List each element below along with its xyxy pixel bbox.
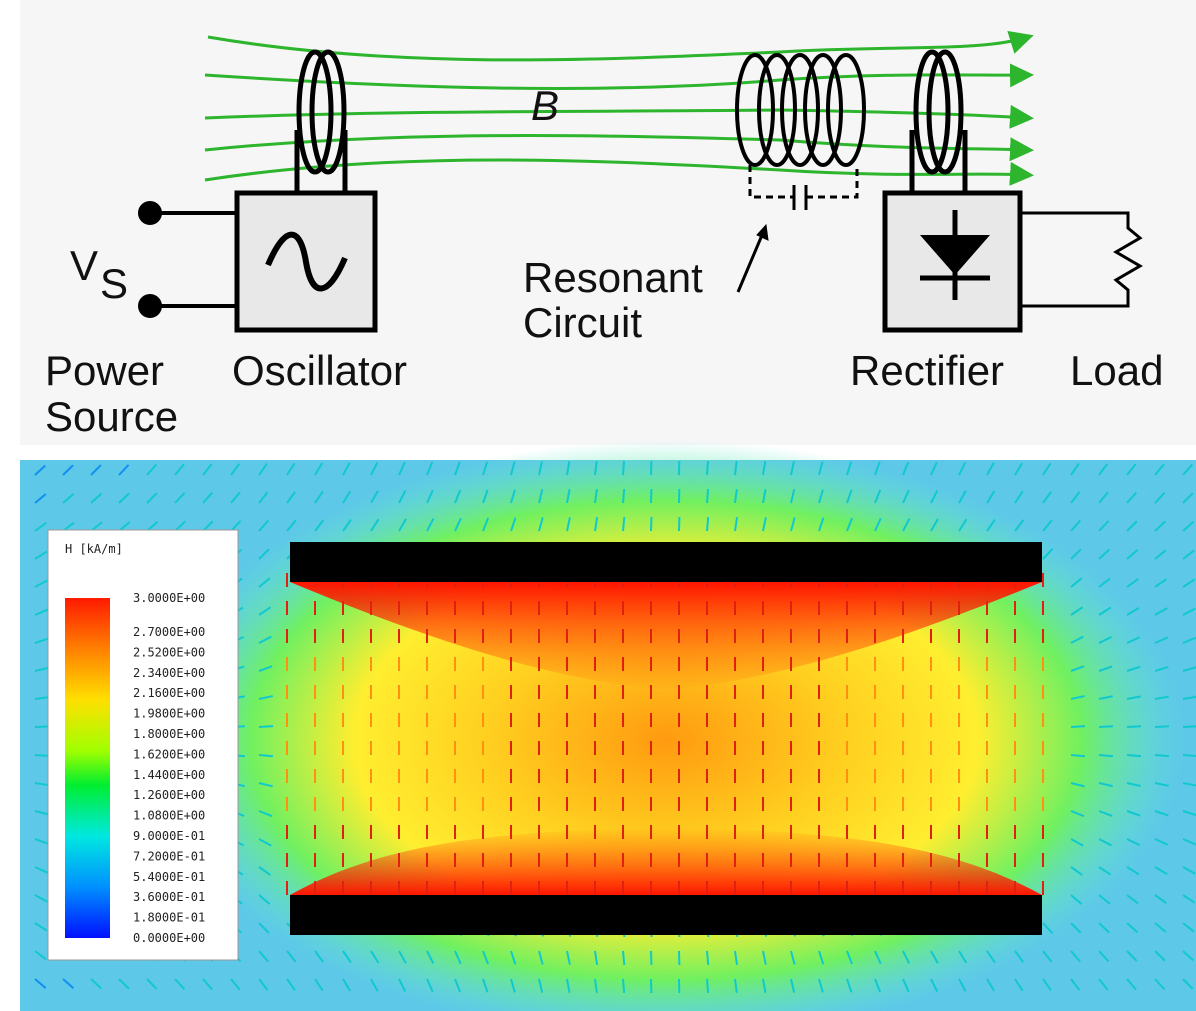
- oscillator-label: Oscillator: [232, 347, 407, 394]
- field-arrow: [623, 461, 624, 475]
- legend-label: 9.0000E-01: [133, 829, 205, 843]
- legend-label: 1.8000E+00: [133, 727, 205, 741]
- circuit-diagram: B V S Resonant Circuit: [20, 0, 1196, 445]
- field-arrow: [623, 517, 624, 531]
- field-arrow: [707, 489, 708, 503]
- field-arrow: [259, 726, 273, 727]
- field-arrow: [1099, 726, 1113, 727]
- legend-label: 7.2000E-01: [133, 849, 205, 863]
- legend-title: H [kA/m]: [65, 542, 123, 556]
- source-subscript: S: [100, 260, 128, 307]
- power-source-label: Source: [45, 393, 178, 440]
- field-arrow: [707, 517, 708, 531]
- legend-label: 5.4000E-01: [133, 870, 205, 884]
- field-arrow: [623, 489, 624, 503]
- field-arrow: [1183, 755, 1196, 756]
- field-arrow: [623, 951, 624, 965]
- colorbar: [65, 598, 110, 938]
- field-arrow: [1071, 755, 1085, 756]
- field-arrow: [707, 461, 708, 475]
- field-simulation: H [kA/m] 3.0000E+00 2.7000E+00 2.5200E+00 2…: [20, 440, 1196, 1011]
- field-arrow: [1127, 755, 1141, 756]
- legend-label: 1.2600E+00: [133, 788, 205, 802]
- legend-label: 3.0000E+00: [133, 591, 205, 605]
- legend-label: 0.0000E+00: [133, 931, 205, 945]
- legend-label: 1.8000E-01: [133, 911, 205, 925]
- legend-label: 2.1600E+00: [133, 686, 205, 700]
- legend-label: 1.4400E+00: [133, 768, 205, 782]
- field-arrow: [707, 979, 708, 993]
- field-label: B: [531, 82, 559, 129]
- field-arrow: [1155, 755, 1169, 756]
- field-arrow: [35, 755, 49, 756]
- rectifier-label: Rectifier: [850, 347, 1004, 394]
- legend-label: 1.0800E+00: [133, 809, 205, 823]
- legend-label: 2.5200E+00: [133, 645, 205, 659]
- field-arrow: [35, 726, 49, 727]
- field-arrow: [707, 951, 708, 965]
- legend-label: 3.6000E-01: [133, 890, 205, 904]
- field-arrow: [623, 979, 624, 993]
- field-arrow: [1155, 726, 1169, 727]
- field-arrow: [1183, 726, 1196, 727]
- legend-label: 1.9800E+00: [133, 707, 205, 721]
- legend-label: 2.3400E+00: [133, 666, 205, 680]
- page: B V S Resonant Circuit: [0, 0, 1196, 1011]
- plate: [290, 542, 1042, 582]
- legend-label: 1.6200E+00: [133, 747, 205, 761]
- legend-label: 2.7000E+00: [133, 625, 205, 639]
- plate: [290, 895, 1042, 935]
- field-arrow: [259, 755, 273, 756]
- field-arrow: [1127, 726, 1141, 727]
- resonant-label: Resonant: [523, 254, 703, 301]
- power-source-label: Power: [45, 347, 164, 394]
- field-arrow: [1099, 755, 1113, 756]
- field-arrow: [1071, 726, 1085, 727]
- load-label: Load: [1070, 347, 1163, 394]
- resonant-label: Circuit: [523, 299, 642, 346]
- source-symbol: V: [70, 242, 98, 289]
